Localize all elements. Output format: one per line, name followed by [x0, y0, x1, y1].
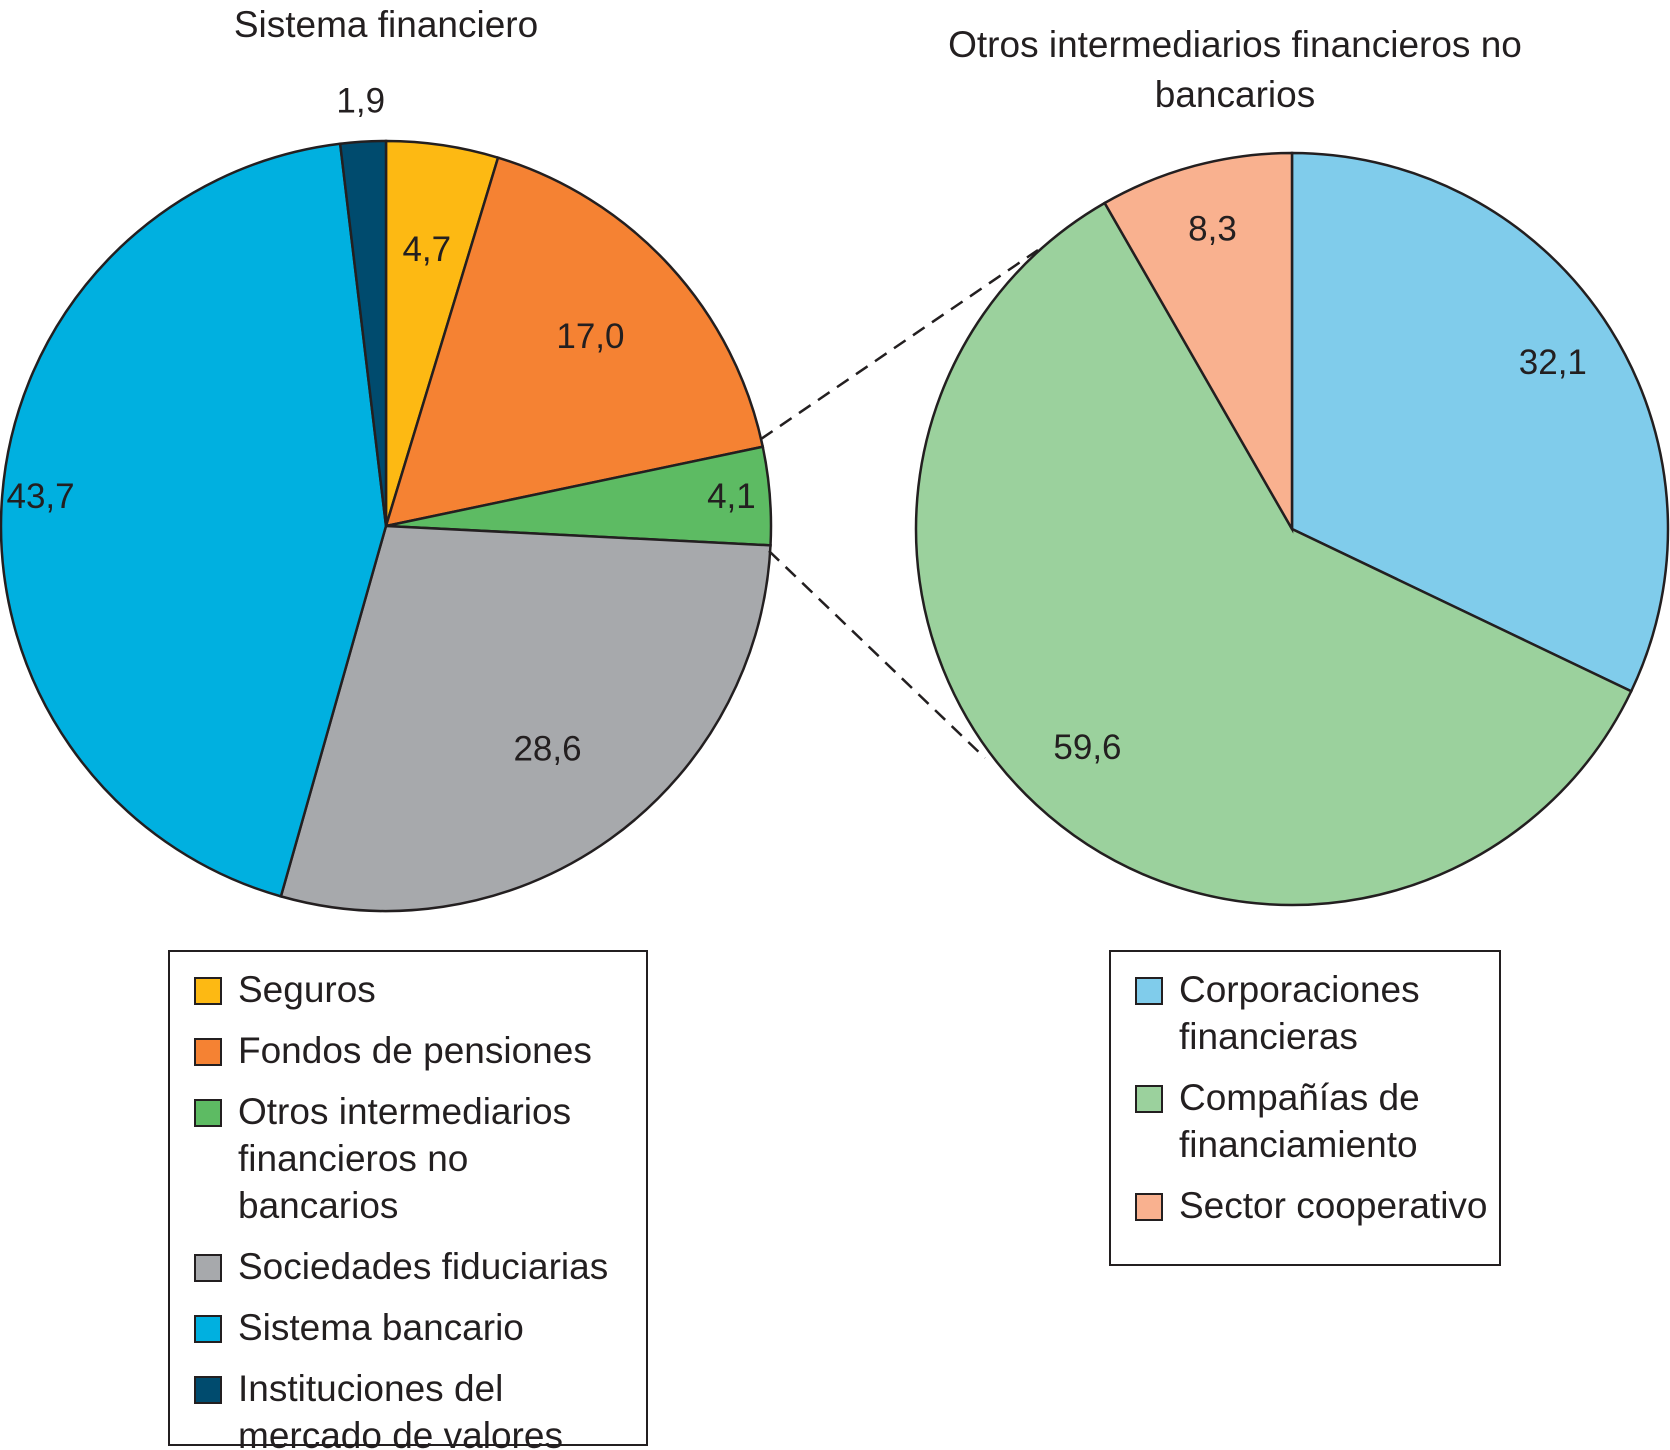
- legend-label: Sistema bancario: [238, 1307, 524, 1348]
- pie-slice: [338, 139, 388, 527]
- data-label: 59,6: [1053, 728, 1121, 767]
- legend-item: Sistema bancario: [194, 1304, 636, 1351]
- legend-label: Otros intermediarios financieros no banc…: [238, 1091, 572, 1226]
- legend-swatch: [194, 977, 222, 1005]
- legend-item: Fondos de pensiones: [194, 1027, 636, 1074]
- legend-label: Sociedades fiduciarias: [238, 1246, 609, 1287]
- data-label: 43,7: [7, 477, 75, 516]
- legend-item: Otros intermediarios financieros no banc…: [194, 1088, 636, 1229]
- chart-title: Sistema financiero: [233, 4, 539, 45]
- legend-item: Compañías de financiamiento: [1135, 1074, 1489, 1168]
- legend-label: Corporaciones financieras: [1179, 969, 1420, 1057]
- connector: [768, 550, 986, 759]
- pie-slice: [1290, 151, 1670, 693]
- data-label: 8,3: [1188, 209, 1237, 248]
- data-label: 28,6: [513, 730, 581, 769]
- legend-swatch: [194, 1038, 222, 1066]
- legend-swatch: [194, 1099, 222, 1127]
- legend-item: Corporaciones financieras: [1135, 966, 1489, 1060]
- pie-slice: [1102, 151, 1294, 534]
- legend-swatch: [194, 1376, 222, 1404]
- data-label: 4,1: [707, 477, 756, 516]
- legend-label: Sector cooperativo: [1179, 1185, 1488, 1226]
- legend-item: Seguros: [194, 966, 636, 1013]
- legend-item: Sociedades fiduciarias: [194, 1243, 636, 1290]
- legend-swatch: [1135, 977, 1163, 1005]
- legend: Corporaciones financieras Compañías de fi…: [1109, 950, 1501, 1266]
- pie-slice: [0, 142, 388, 898]
- legend-swatch: [194, 1315, 222, 1343]
- legend: Seguros Fondos de pensiones Otros intermed…: [168, 950, 648, 1450]
- legend-item: Sector cooperativo: [1135, 1182, 1489, 1229]
- legend-label: Fondos de pensiones: [238, 1030, 592, 1071]
- legend-swatch: [1135, 1085, 1163, 1113]
- legend-swatch: [1135, 1193, 1163, 1221]
- pie-slice: [914, 201, 1633, 907]
- pie-slice: [384, 156, 765, 528]
- data-label: 4,7: [402, 230, 451, 269]
- legend-label: Seguros: [238, 969, 376, 1010]
- chart-title: Otros intermediarios financieros no banc…: [948, 24, 1522, 115]
- pie-slice: [279, 524, 772, 913]
- legend-label: Instituciones del mercado de valores: [238, 1368, 563, 1450]
- data-label: 1,9: [336, 82, 385, 121]
- data-label: 32,1: [1519, 343, 1587, 382]
- legend-item: Instituciones del mercado de valores: [194, 1365, 636, 1450]
- legend-label: Compañías de financiamiento: [1179, 1077, 1420, 1165]
- legend-swatch: [194, 1254, 222, 1282]
- connector: [760, 248, 1039, 441]
- data-label: 17,0: [556, 317, 624, 356]
